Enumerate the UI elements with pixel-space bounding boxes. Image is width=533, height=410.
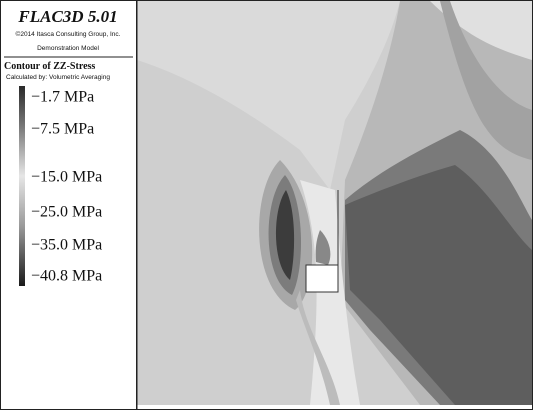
legend-subtitle: Calculated by: Volumetric Averaging <box>6 74 110 81</box>
legend-entry: −40.8 MPa <box>31 268 102 285</box>
legend-entry: −1.7 MPa <box>31 89 94 106</box>
legend-title: Contour of ZZ-Stress <box>4 61 95 72</box>
legend-entry: −15.0 MPa <box>31 169 102 186</box>
legend-entry: −25.0 MPa <box>31 204 102 221</box>
app-title: FLAC3D 5.01 <box>17 7 117 26</box>
copyright: ©2014 Itasca Consulting Group, Inc. <box>16 30 121 38</box>
color-bar <box>19 86 25 286</box>
contour-plot <box>137 1 532 405</box>
legend-entry: −35.0 MPa <box>31 237 102 254</box>
screenshot: FLAC3D 5.01 ©2014 Itasca Consulting Grou… <box>0 0 533 410</box>
model-name: Demonstration Model <box>37 45 99 52</box>
page: FLAC3D 5.01 ©2014 Itasca Consulting Grou… <box>0 0 533 410</box>
legend-entry: −7.5 MPa <box>31 121 94 138</box>
excavation <box>306 265 338 292</box>
